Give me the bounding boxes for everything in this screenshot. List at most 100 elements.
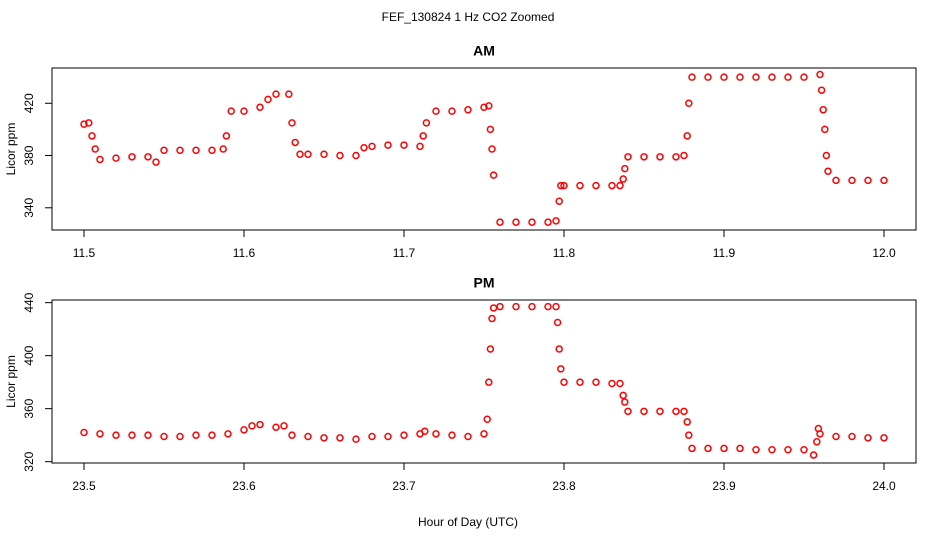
point [736,73,744,81]
point [809,451,818,459]
point [800,445,808,454]
point [528,218,536,226]
point [285,90,293,98]
point [480,430,488,438]
point [176,432,184,441]
point [320,150,328,158]
point [219,145,227,153]
point [144,153,152,161]
point [824,167,832,175]
point [672,153,680,161]
point [557,181,565,190]
point [485,378,493,386]
point [624,407,632,416]
point [624,153,632,161]
point [848,176,856,185]
point [608,181,616,190]
y-tick-label: 360 [22,398,36,418]
point [128,153,136,161]
point [683,132,691,140]
point [486,125,495,134]
x-tick-label: 23.7 [392,479,416,493]
x-tick-label: 23.9 [712,479,736,493]
point [240,426,248,434]
y-axis-label: Licor ppm [4,123,18,176]
point [352,435,360,443]
point [816,430,824,438]
point [817,86,826,94]
point [264,95,272,104]
point [96,155,104,164]
point [848,432,856,441]
point [608,379,616,388]
point [488,314,496,323]
point [816,70,824,79]
point [819,106,827,114]
point [128,431,136,439]
point [304,432,312,441]
point [704,444,712,453]
x-tick-label: 11.8 [553,246,576,260]
point [768,445,776,454]
point [496,218,504,226]
point [621,398,629,406]
point [320,434,328,442]
point [80,120,88,128]
point [552,217,560,225]
point [448,107,456,115]
point [464,432,472,441]
point [384,432,392,441]
point [85,119,93,127]
point [486,345,495,353]
point [616,379,624,388]
point [512,302,520,311]
point [720,444,728,453]
point [240,107,248,115]
point [683,418,691,426]
point [152,158,160,166]
point [704,73,712,81]
point [688,444,696,453]
point [112,154,120,162]
point [640,153,648,161]
point [821,125,829,134]
point [736,444,744,453]
point [80,428,88,437]
point [528,302,536,311]
y-tick-label: 440 [22,292,36,312]
point [272,90,280,98]
x-tick-label: 11.9 [713,246,736,260]
point [288,431,296,439]
point [222,132,231,140]
point [256,420,264,429]
point [360,143,368,152]
point [368,142,376,151]
point [112,431,120,439]
point [224,430,232,438]
point [555,197,563,206]
point [432,107,440,115]
point [400,141,408,149]
point [400,431,408,439]
point [555,345,563,353]
point [192,146,200,155]
point [480,103,488,111]
y-tick-label: 320 [22,451,36,471]
point [576,378,584,386]
point [688,73,696,81]
point [752,73,760,81]
point [685,431,693,439]
point [88,132,96,140]
x-axis-label: Hour of Day (UTC) [418,515,518,529]
x-tick-label: 12.0 [872,246,896,260]
point [208,431,216,439]
point [272,423,280,431]
point [619,175,627,183]
point [619,391,627,400]
point [512,218,520,226]
point [288,119,296,127]
point [448,431,456,439]
y-tick-label: 340 [22,197,36,217]
point [419,132,427,140]
